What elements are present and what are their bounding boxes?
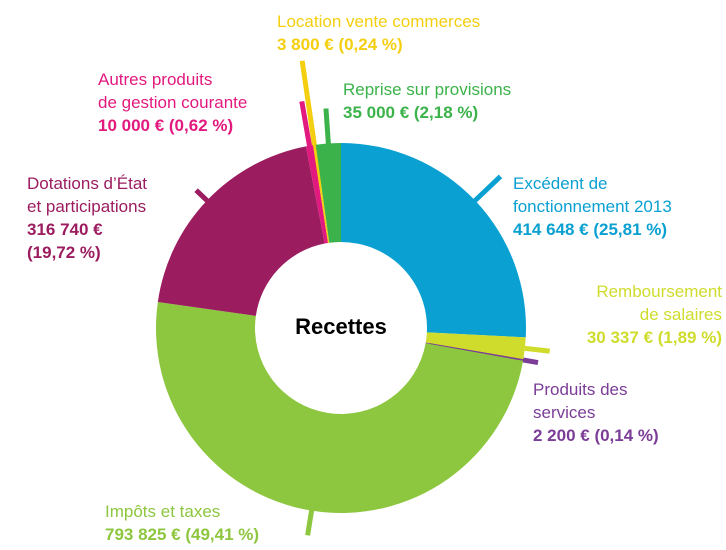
segment-label: Produits des services 2 200 € (0,14 %) [533, 378, 723, 447]
value-label: 3 800 € (0,24 %) [277, 35, 403, 54]
leader-line [524, 345, 551, 354]
category-label: Location vente commerces [277, 12, 481, 31]
donut-segment [313, 144, 330, 243]
value-label: 414 648 € (25,81 %) [513, 220, 668, 239]
value-label: 316 740 € (19,72 %) [27, 220, 103, 262]
donut-segment [157, 146, 325, 316]
category-label: Excédent de fonctionnement 2013 [513, 174, 672, 216]
donut-segment [155, 301, 524, 514]
segment-label: Impôts et taxes 793 825 € (49,41 %) [105, 500, 365, 546]
segment-label: Autres produits de gestion courante 10 00… [98, 68, 298, 137]
donut-segment [425, 332, 526, 360]
donut-segment [305, 145, 328, 244]
category-label: Impôts et taxes [105, 502, 221, 521]
donut-segment [341, 143, 526, 338]
segment-label: Remboursement de salaires 30 337 € (1,89 … [522, 280, 722, 349]
value-label: 2 200 € (0,14 %) [533, 426, 659, 445]
value-label: 793 825 € (49,41 %) [105, 525, 260, 544]
chart-title: Recettes [295, 314, 387, 339]
donut-segment [315, 143, 341, 243]
category-label: Remboursement de salaires [596, 282, 722, 324]
donut-segment [425, 342, 524, 361]
leader-line [469, 174, 503, 206]
segment-label: Excédent de fonctionnement 2013 414 648 €… [513, 172, 723, 241]
segment-label: Location vente commerces 3 800 € (0,24 %) [277, 10, 537, 56]
value-label: 10 000 € (0,62 %) [98, 116, 234, 135]
segment-label: Reprise sur provisions 35 000 € (2,18 %) [343, 78, 573, 124]
category-label: Dotations d’État et participations [27, 174, 148, 216]
value-label: 35 000 € (2,18 %) [343, 103, 479, 122]
category-label: Produits des services [533, 380, 628, 422]
category-label: Reprise sur provisions [343, 80, 512, 99]
segment-label: Dotations d’État et participations 316 74… [27, 172, 202, 264]
category-label: Autres produits de gestion courante [98, 70, 248, 112]
value-label: 30 337 € (1,89 %) [586, 328, 722, 347]
